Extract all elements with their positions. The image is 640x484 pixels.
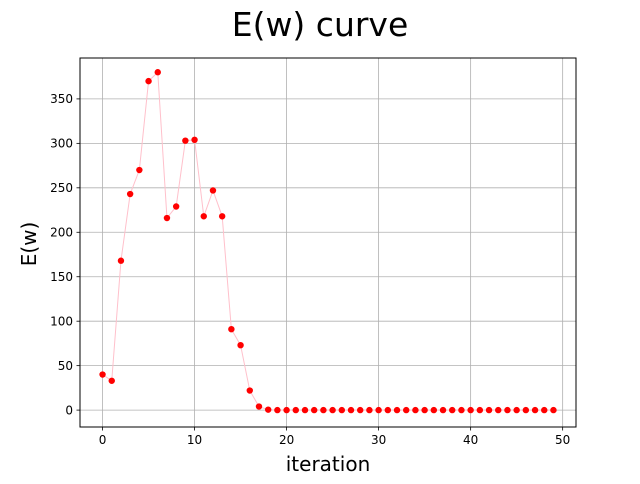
- data-point: [191, 136, 198, 144]
- data-point: [292, 406, 299, 414]
- x-tick-label: 50: [555, 433, 570, 447]
- data-point: [108, 377, 115, 384]
- data-point: [541, 406, 548, 414]
- x-tick-label: 0: [99, 433, 107, 447]
- data-point: [182, 137, 189, 144]
- ticks: 0 10 20 30 40 50 0 50 100 150 200 250 300 350: [50, 92, 570, 447]
- data-point: [449, 406, 456, 414]
- data-point: [99, 371, 106, 378]
- data-point: [274, 406, 281, 414]
- plot-frame: [79, 57, 577, 428]
- y-tick-label: 150: [50, 270, 73, 284]
- data-point: [246, 387, 253, 394]
- y-tick-label: 350: [50, 92, 73, 106]
- data-point: [200, 213, 207, 220]
- data-point: [347, 406, 355, 414]
- data-point: [476, 406, 484, 414]
- data-point: [145, 77, 152, 85]
- data-point: [338, 406, 346, 414]
- data-point: [430, 406, 438, 414]
- data-point: [458, 406, 465, 414]
- data-point: [218, 213, 226, 220]
- data-point: [522, 406, 530, 414]
- data-point: [255, 403, 263, 410]
- x-tick-label: 30: [371, 433, 386, 447]
- data-point: [228, 325, 235, 333]
- data-point: [485, 406, 493, 414]
- data-point: [366, 406, 373, 414]
- chart-title: E(w) curve: [232, 5, 409, 44]
- data-point: [357, 406, 364, 414]
- grid: [80, 58, 576, 427]
- data-point: [495, 406, 502, 414]
- data-point: [237, 341, 244, 349]
- data-point: [301, 406, 309, 414]
- series: [99, 69, 557, 414]
- data-point: [384, 406, 392, 414]
- y-tick-label: 100: [50, 314, 73, 328]
- data-point: [154, 69, 161, 76]
- x-tick-label: 20: [279, 433, 294, 447]
- data-point: [163, 214, 171, 222]
- y-tick-label: 300: [50, 137, 73, 151]
- data-point: [320, 406, 327, 414]
- data-point: [136, 166, 143, 174]
- x-tick-label: 10: [187, 433, 202, 447]
- data-point: [504, 406, 511, 414]
- x-axis-label: iteration: [286, 452, 371, 476]
- y-tick-label: 200: [50, 226, 73, 240]
- data-point: [550, 406, 557, 414]
- data-point: [412, 406, 419, 414]
- data-point: [393, 406, 401, 414]
- data-point: [126, 190, 134, 198]
- y-tick-label: 50: [58, 359, 73, 373]
- data-point: [117, 257, 125, 264]
- y-tick-label: 250: [50, 181, 73, 195]
- y-axis-label: E(w): [17, 222, 41, 267]
- data-point: [439, 406, 447, 414]
- data-point: [264, 406, 272, 413]
- data-point: [513, 406, 520, 414]
- data-point: [283, 406, 290, 414]
- x-tick-label: 40: [463, 433, 478, 447]
- data-point: [375, 406, 382, 414]
- data-point: [403, 406, 410, 414]
- y-tick-label: 0: [65, 403, 73, 417]
- data-point: [209, 187, 217, 194]
- data-point: [172, 203, 180, 210]
- data-point: [531, 406, 539, 414]
- data-point: [421, 406, 428, 414]
- data-point: [329, 406, 336, 414]
- data-point: [467, 406, 474, 414]
- data-point: [310, 406, 318, 414]
